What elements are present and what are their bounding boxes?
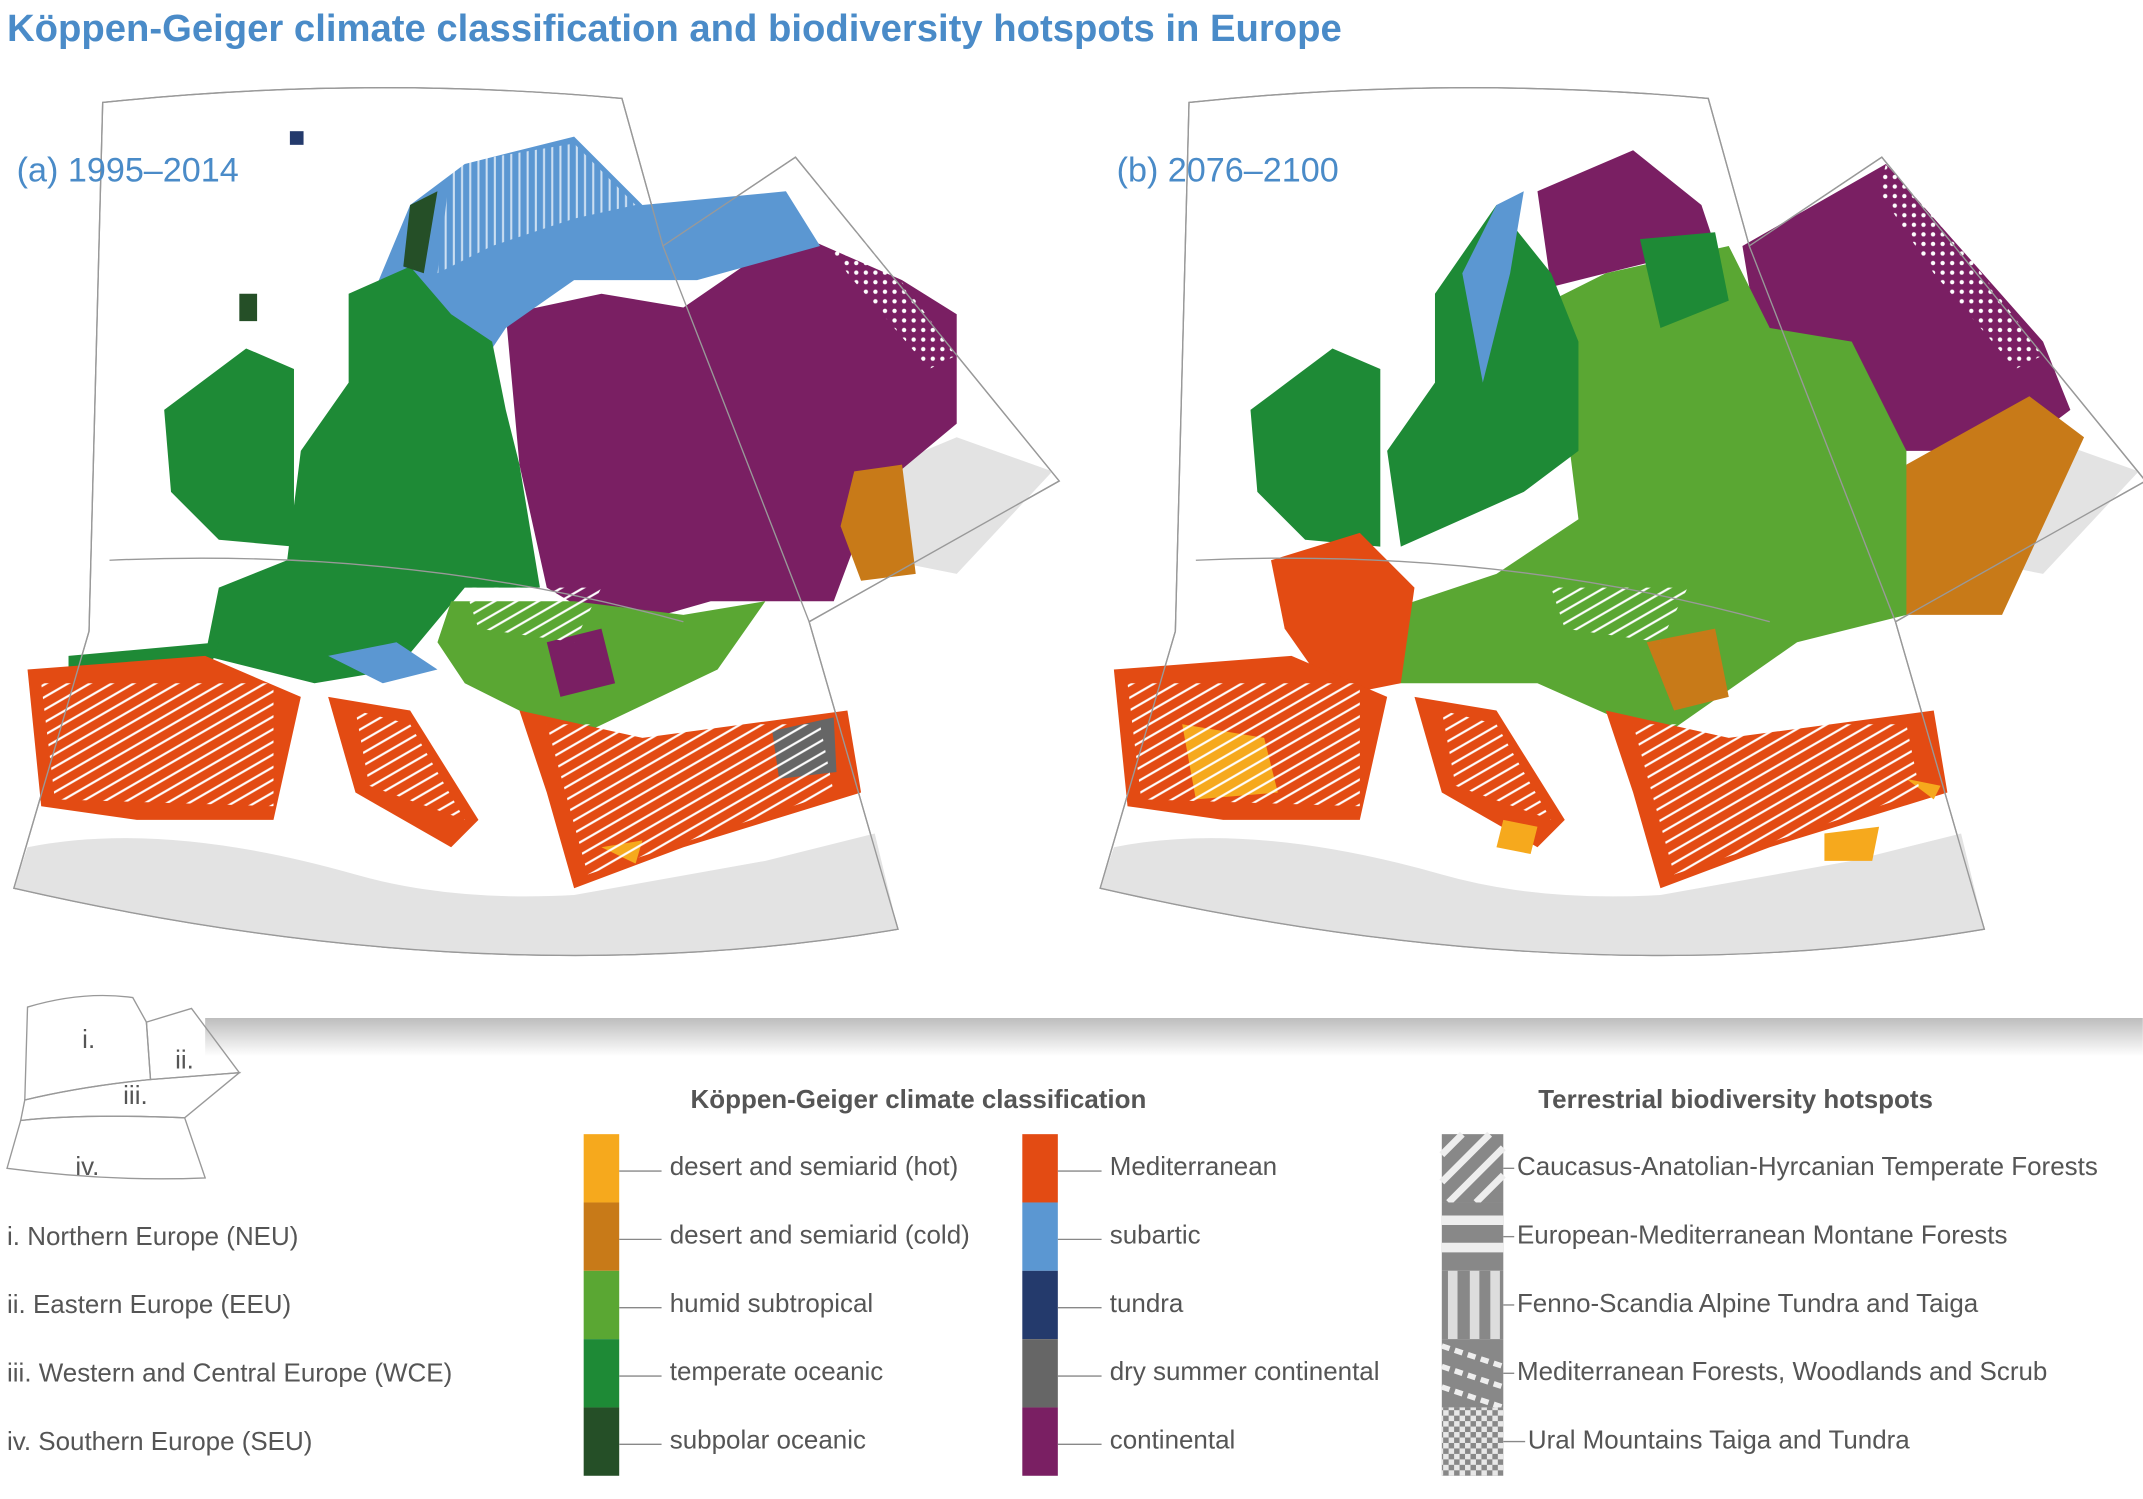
region-label: iii. (123, 1080, 148, 1110)
region-item: i. Northern Europe (NEU) (7, 1221, 298, 1251)
legend-title: Köppen-Geiger climate classification (691, 1084, 1147, 1114)
legend-label: humid subtropical (670, 1288, 873, 1318)
climate-zone (1892, 396, 2085, 615)
separator (205, 1018, 2143, 1057)
map-panel: (b) 2076–2100 (1099, 87, 2143, 957)
region-item: iii. Western and Central Europe (WCE) (7, 1357, 452, 1387)
climate-zone (239, 293, 258, 322)
legend-title: Terrestrial biodiversity hotspots (1538, 1084, 1933, 1114)
region-label: iv. (75, 1151, 99, 1181)
climate-zone (328, 642, 438, 684)
legend-label: dry summer continental (1110, 1356, 1380, 1386)
climate-zone (1271, 532, 1415, 697)
climate-legend: desert and semiarid (hot) desert and semi… (583, 1134, 1380, 1476)
legend-label: tundra (1110, 1288, 1184, 1318)
climate-zone (1250, 348, 1381, 547)
legend-label: continental (1110, 1424, 1236, 1454)
region-label: i. (82, 1024, 95, 1054)
region-item: iv. Southern Europe (SEU) (7, 1426, 312, 1456)
hotspot-legend: Caucasus-Anatolian-Hyrcanian Temperate F… (1503, 1151, 2098, 1454)
climate-zone (1639, 232, 1729, 328)
legend-label: desert and semiarid (cold) (670, 1219, 970, 1249)
legend-label: Caucasus-Anatolian-Hyrcanian Temperate F… (1517, 1151, 2098, 1181)
regions-key: i. ii. iii. iv. (6, 994, 242, 1181)
legend-swatch (1022, 1407, 1058, 1476)
legend-label: European-Mediterranean Montane Forests (1517, 1219, 2008, 1249)
legend-label: subartic (1110, 1219, 1201, 1249)
region-list: i. Northern Europe (NEU) ii. Eastern Euro… (7, 1221, 452, 1456)
region-label: ii. (175, 1045, 194, 1075)
climate-zone (1646, 628, 1729, 711)
climate-zone (1462, 191, 1524, 383)
legend-label: desert and semiarid (hot) (670, 1151, 959, 1181)
legend-swatch (1022, 1270, 1058, 1340)
climate-zone (1373, 245, 1907, 738)
legend-label: subpolar oceanic (670, 1424, 866, 1454)
climate-zone (164, 348, 294, 547)
legend-swatch (1022, 1134, 1058, 1203)
climate-zone (289, 131, 304, 145)
legend-swatch (583, 1134, 620, 1203)
climate-zone (1496, 778, 1941, 861)
legend-swatch (583, 1407, 620, 1476)
title: Köppen-Geiger climate classification and… (7, 7, 1342, 50)
panel-label: (a) 1995–2014 (17, 152, 239, 190)
climate-zone (840, 464, 916, 581)
legend-label: Mediterranean (1110, 1151, 1277, 1181)
legend-swatch (1022, 1202, 1058, 1271)
legend-label: Ural Mountains Taiga and Tundra (1528, 1424, 1910, 1454)
legend-swatch (583, 1270, 620, 1340)
climate-zone (546, 628, 616, 697)
panel-label: (b) 2076–2100 (1117, 152, 1339, 190)
legend-label: Mediterranean Forests, Woodlands and Scr… (1517, 1356, 2047, 1386)
region-item: ii. Eastern Europe (EEU) (7, 1289, 291, 1319)
legend-label: Fenno-Scandia Alpine Tundra and Taiga (1517, 1288, 1979, 1318)
climate-zone (205, 266, 540, 684)
hotspot-swatches (1439, 1131, 1506, 1476)
map-panel: (a) 1995–2014 (13, 87, 1061, 957)
climate-zone (403, 191, 438, 274)
legend-swatch (583, 1339, 620, 1408)
legend-label: temperate oceanic (670, 1356, 884, 1386)
legend-swatch (1022, 1339, 1058, 1408)
legend-swatch (583, 1202, 620, 1271)
